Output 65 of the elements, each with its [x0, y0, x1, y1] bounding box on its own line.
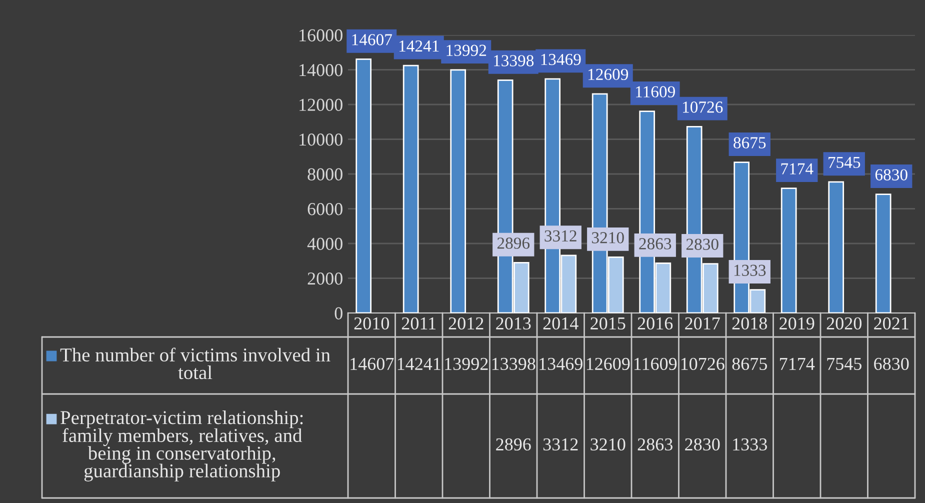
data-label: 14607	[350, 358, 394, 370]
annotation: 13398	[494, 55, 534, 66]
annotation: 3312	[544, 230, 576, 242]
y-tick-label: 2000	[308, 272, 342, 285]
y-tick-label: 16000	[300, 29, 342, 42]
y-tick-label: 8000	[308, 168, 342, 180]
annotation: 14241	[400, 40, 439, 52]
data-label: 1333	[733, 438, 767, 451]
data-label: 13398	[492, 358, 536, 370]
annotation: 13469	[541, 54, 581, 66]
data-label: 7545	[827, 358, 862, 370]
annotation: 8675	[734, 137, 766, 148]
x-tick-label: 2018	[732, 317, 767, 330]
data-label: 2896	[496, 438, 531, 451]
x-tick-label: 2015	[590, 317, 626, 330]
bar	[828, 181, 844, 313]
data-label: 12609	[586, 358, 630, 370]
annotation: 14607	[352, 34, 392, 46]
y-tick-label: 14000	[300, 64, 342, 76]
x-tick-label: 2012	[448, 317, 484, 330]
y-tick-label: 6000	[308, 203, 342, 216]
x-tick-label: 2014	[543, 317, 578, 330]
annotation: 2830	[686, 238, 718, 250]
y-tick-label: 4000	[307, 238, 342, 250]
data-label: 8675	[732, 358, 767, 370]
legend-label: The number of victims involved in total	[60, 348, 330, 380]
legend-label: Perpetrator-victim relationship: family members, relatives, and being in conservatorhip, guardianship relationship	[60, 410, 303, 482]
x-tick-label: 2010	[354, 317, 389, 330]
x-tick-label: 2021	[874, 317, 908, 330]
data-label: 2830	[685, 438, 720, 451]
y-tick-label: 12000	[300, 98, 342, 111]
annotation: 2863	[639, 238, 672, 250]
data-label: 7174	[780, 358, 815, 370]
annotation: 6830	[875, 169, 908, 180]
annotation: 13992	[446, 44, 486, 56]
data-label: 3210	[590, 438, 626, 451]
x-tick-label: 2019	[780, 317, 814, 330]
bar	[450, 69, 466, 313]
annotation: 11609	[636, 86, 675, 98]
data-label: 13992	[445, 358, 488, 370]
data-label: 2863	[638, 438, 672, 451]
annotation: 12609	[588, 68, 628, 80]
annotation: 10726	[683, 102, 723, 113]
data-label: 6830	[874, 358, 909, 370]
data-label: 11609	[634, 358, 677, 370]
bar	[875, 194, 892, 313]
bar	[356, 58, 372, 313]
annotation: 3210	[592, 232, 624, 244]
data-label: 10726	[681, 358, 724, 370]
data-label: 3312	[543, 438, 578, 451]
bar	[402, 64, 419, 313]
x-tick-label: 2013	[496, 317, 531, 330]
annotation: 2896	[497, 238, 530, 249]
y-tick-label: 10000	[300, 134, 342, 146]
annotation: 7174	[781, 163, 814, 174]
x-tick-label: 2020	[826, 317, 862, 330]
annotation: 1333	[734, 264, 766, 276]
x-tick-label: 2011	[402, 317, 436, 330]
data-label: 14241	[398, 358, 440, 370]
data-label: 13469	[540, 358, 582, 370]
y-tick-label: 0	[334, 307, 342, 320]
x-tick-label: 2016	[638, 317, 673, 330]
annotation: 7545	[828, 156, 860, 168]
x-tick-label: 2017	[685, 317, 720, 330]
bar	[780, 188, 797, 313]
